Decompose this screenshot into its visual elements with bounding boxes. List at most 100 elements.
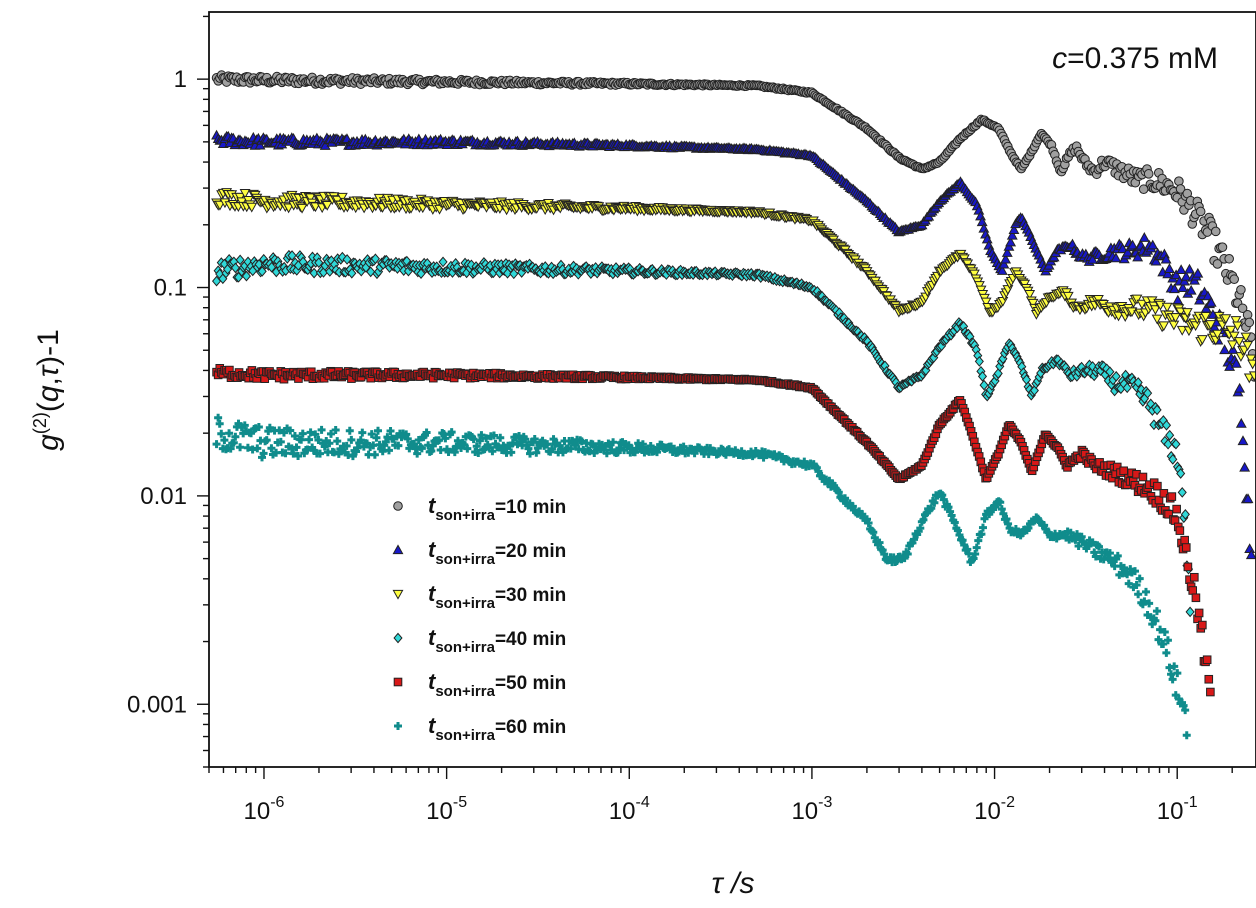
data-point (577, 437, 586, 446)
series-2 (211, 129, 1256, 560)
data-point (1236, 284, 1246, 295)
data-point (214, 200, 226, 211)
data-point (297, 435, 306, 444)
data-point (236, 443, 245, 452)
data-point (345, 426, 354, 435)
data-point (1225, 325, 1237, 336)
data-point (1152, 607, 1161, 616)
data-point (996, 498, 1005, 507)
data-point (1134, 590, 1143, 599)
data-point (566, 444, 575, 453)
data-point (1154, 635, 1163, 644)
data-point (972, 543, 981, 552)
data-point (257, 266, 267, 277)
data-point (1192, 267, 1204, 278)
data-point (543, 440, 552, 449)
data-point (1133, 377, 1143, 388)
data-point (1172, 504, 1181, 514)
legend-marker (392, 544, 404, 555)
data-point (358, 428, 367, 437)
data-point (416, 268, 426, 280)
data-point (450, 448, 459, 457)
data-point (1151, 314, 1163, 325)
data-point (646, 441, 655, 450)
data-point (974, 536, 983, 545)
data-point (306, 428, 315, 437)
concentration-annotation: c=0.375 mM (1052, 42, 1218, 75)
data-point (1131, 567, 1140, 576)
data-point (342, 441, 351, 450)
data-point (1182, 731, 1191, 740)
data-point (1245, 354, 1256, 365)
data-point (1170, 662, 1179, 671)
data-point (403, 434, 412, 443)
data-point (314, 435, 323, 444)
data-point (225, 429, 234, 438)
data-point (927, 504, 936, 513)
data-point (1206, 687, 1215, 697)
data-point (477, 431, 486, 440)
data-point (1156, 625, 1165, 634)
data-point (1232, 321, 1244, 332)
data-point (489, 431, 498, 440)
data-point (521, 435, 530, 444)
data-point (1145, 599, 1154, 608)
data-point (1164, 509, 1173, 519)
data-point (980, 514, 989, 523)
data-point (930, 498, 939, 507)
data-point (317, 425, 326, 434)
data-point (1029, 385, 1039, 396)
data-point (331, 195, 343, 206)
data-point (1239, 461, 1251, 472)
data-point (1230, 316, 1242, 326)
data-point (1179, 275, 1190, 286)
data-point (998, 258, 1010, 269)
data-point (1185, 284, 1197, 295)
data-point (1147, 239, 1159, 250)
data-point (235, 254, 245, 266)
data-point (347, 435, 356, 444)
data-point (262, 436, 271, 445)
data-point (1001, 247, 1013, 257)
data-point (1151, 616, 1160, 625)
data-point (1177, 487, 1187, 498)
data-point (980, 297, 992, 308)
data-point (488, 447, 497, 456)
data-point (290, 432, 299, 441)
data-point (1119, 466, 1128, 476)
data-point (370, 253, 380, 265)
data-point (841, 494, 850, 503)
data-point (1242, 493, 1254, 504)
data-point (602, 449, 611, 458)
data-point (1150, 255, 1162, 266)
data-point (267, 261, 277, 273)
data-point (414, 436, 423, 445)
data-point (530, 435, 539, 444)
data-point (721, 450, 730, 459)
data-point (370, 450, 379, 459)
data-point (1188, 586, 1198, 595)
data-point (1161, 302, 1173, 313)
data-point (615, 443, 624, 452)
data-point (613, 448, 622, 457)
data-point (1248, 371, 1256, 382)
series-4 (211, 249, 1195, 618)
x-tick-label: 10-4 (609, 794, 650, 825)
data-point (638, 440, 647, 449)
data-point (373, 426, 382, 435)
data-point (231, 432, 240, 441)
data-point (955, 530, 964, 539)
data-point (314, 257, 324, 269)
data-point (275, 426, 284, 435)
data-point (1195, 206, 1206, 217)
data-point (1005, 236, 1017, 247)
y-axis-title: g(2)(q,τ)-1 (30, 329, 65, 451)
legend-label: tson+irra=20 min (428, 537, 566, 568)
legend-label: tson+irra=30 min (428, 581, 566, 612)
data-point (1179, 701, 1188, 710)
data-point (254, 423, 263, 432)
data-point (953, 526, 962, 535)
series-5 (212, 363, 1215, 697)
data-point (325, 439, 334, 448)
data-point (880, 550, 889, 559)
